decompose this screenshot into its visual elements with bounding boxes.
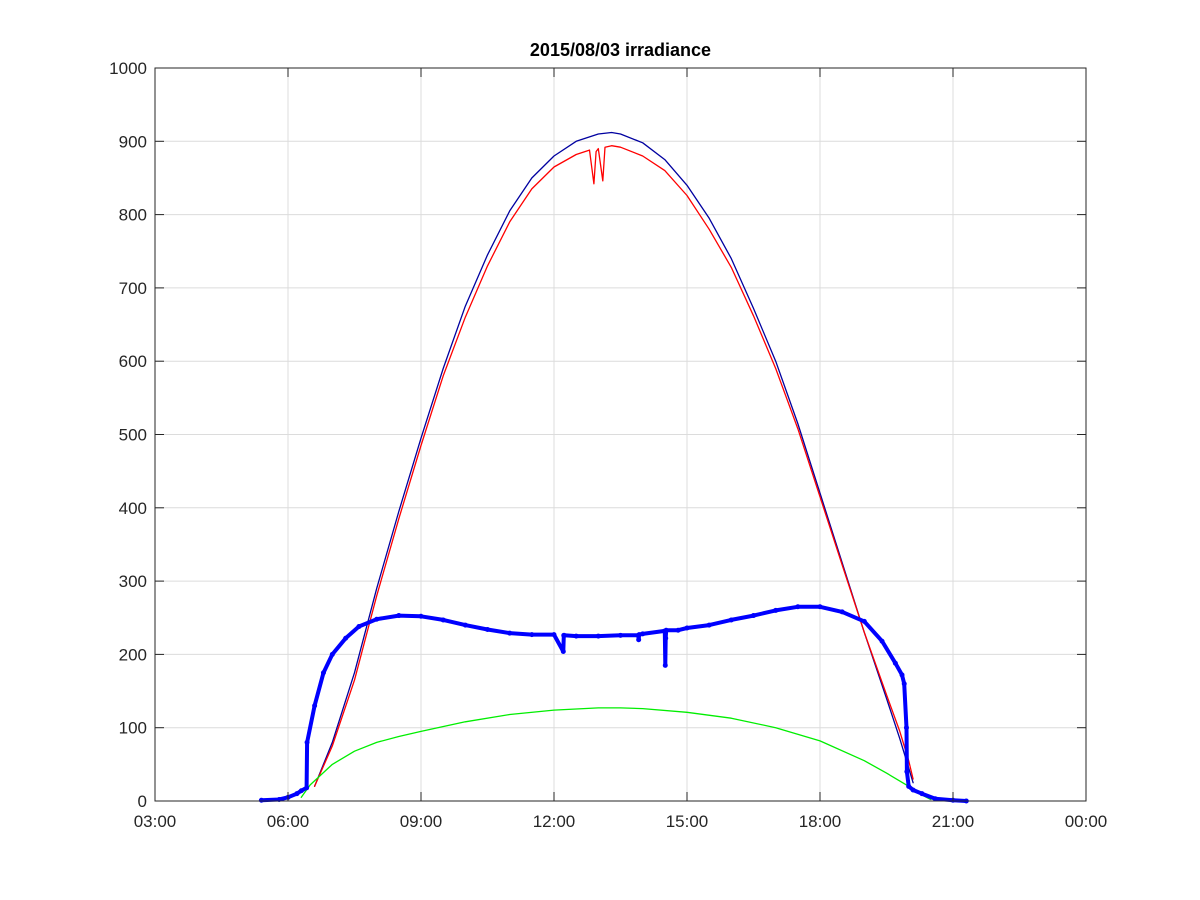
y-tick-label: 500 <box>119 426 147 445</box>
series-point <box>795 604 801 610</box>
x-tick-label: 18:00 <box>799 812 842 831</box>
series-point <box>910 787 916 793</box>
series-point <box>485 626 490 632</box>
series-point <box>618 632 623 638</box>
series-point <box>356 624 362 630</box>
series-point <box>304 739 310 745</box>
series-point <box>507 630 513 636</box>
series-point <box>903 725 909 731</box>
series-point <box>329 651 335 657</box>
series-point <box>904 769 910 775</box>
y-tick-label: 800 <box>119 206 147 225</box>
series-point <box>573 633 579 639</box>
series-point <box>861 618 867 624</box>
series-point <box>932 796 938 802</box>
series-point <box>751 613 756 619</box>
series-point <box>529 632 535 638</box>
series-point <box>374 616 380 622</box>
series-point <box>298 788 304 794</box>
series-point <box>919 791 925 797</box>
y-tick-label: 200 <box>119 645 147 664</box>
series-point <box>817 604 823 610</box>
series-point <box>899 672 905 678</box>
x-tick-label: 00:00 <box>1065 812 1108 831</box>
series-line-3 <box>300 707 932 801</box>
series-point <box>684 625 690 631</box>
x-tick-label: 06:00 <box>267 812 310 831</box>
series-point <box>312 703 318 709</box>
series-line-2 <box>313 145 914 787</box>
series-point <box>728 617 734 623</box>
series-point <box>462 622 468 628</box>
series-point <box>879 638 885 644</box>
series-point <box>418 613 424 619</box>
series-point <box>640 631 646 637</box>
x-tick-label: 21:00 <box>932 812 975 831</box>
grid <box>155 68 1086 801</box>
x-tick-label: 12:00 <box>533 812 576 831</box>
series-point <box>901 681 907 687</box>
series-point <box>636 637 642 643</box>
series-point <box>839 609 845 615</box>
series-point <box>440 617 446 623</box>
y-tick-label: 300 <box>119 572 147 591</box>
chart-title: 2015/08/03 irradiance <box>530 40 711 60</box>
series-point <box>906 783 912 789</box>
x-tick-label: 03:00 <box>134 812 177 831</box>
y-tick-label: 700 <box>119 279 147 298</box>
x-tick-label: 15:00 <box>666 812 709 831</box>
y-tick-label: 600 <box>119 352 147 371</box>
series-point <box>706 622 712 628</box>
series-point <box>561 632 567 638</box>
series-point <box>304 785 310 791</box>
y-tick-label: 900 <box>119 132 147 151</box>
series-point <box>663 627 669 633</box>
series-point <box>320 670 326 676</box>
series-line-1 <box>313 131 914 787</box>
y-tick-label: 1000 <box>109 59 147 78</box>
series-point <box>892 660 898 666</box>
series-point <box>675 627 681 633</box>
series-group <box>258 131 969 804</box>
y-tick-label: 100 <box>119 719 147 738</box>
ticks: 03:00 06:00 09:00 12:00 15:00 18:00 21:00 00:00… <box>109 59 1107 831</box>
series-point <box>663 635 669 641</box>
series-point <box>560 648 566 654</box>
series-point <box>595 633 601 639</box>
series-point <box>773 607 779 613</box>
x-tick-label: 09:00 <box>400 812 443 831</box>
y-tick-label: 400 <box>119 499 147 518</box>
y-tick-label: 0 <box>138 792 147 811</box>
series-point <box>343 635 349 641</box>
series-point <box>396 613 402 619</box>
series-point <box>662 662 668 668</box>
series-point <box>294 791 300 797</box>
series-point <box>551 632 557 638</box>
series-point <box>258 797 264 803</box>
